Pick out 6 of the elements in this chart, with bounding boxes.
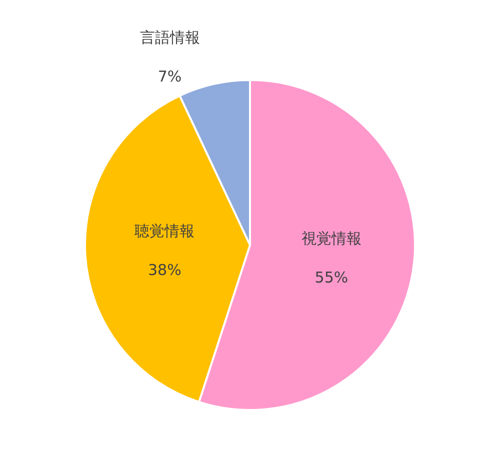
data-label: 7%	[158, 67, 182, 86]
data-label: 55%	[314, 268, 348, 286]
slice-label: 言語情報	[140, 28, 200, 46]
slice-label: 視覚情報	[301, 229, 362, 248]
slice-label: 聴覚情報	[134, 222, 195, 240]
data-label: 38%	[148, 260, 182, 279]
